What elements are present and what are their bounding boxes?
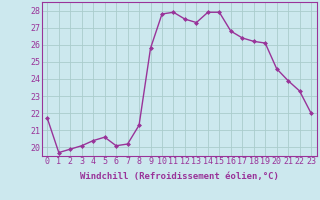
X-axis label: Windchill (Refroidissement éolien,°C): Windchill (Refroidissement éolien,°C) [80, 172, 279, 181]
